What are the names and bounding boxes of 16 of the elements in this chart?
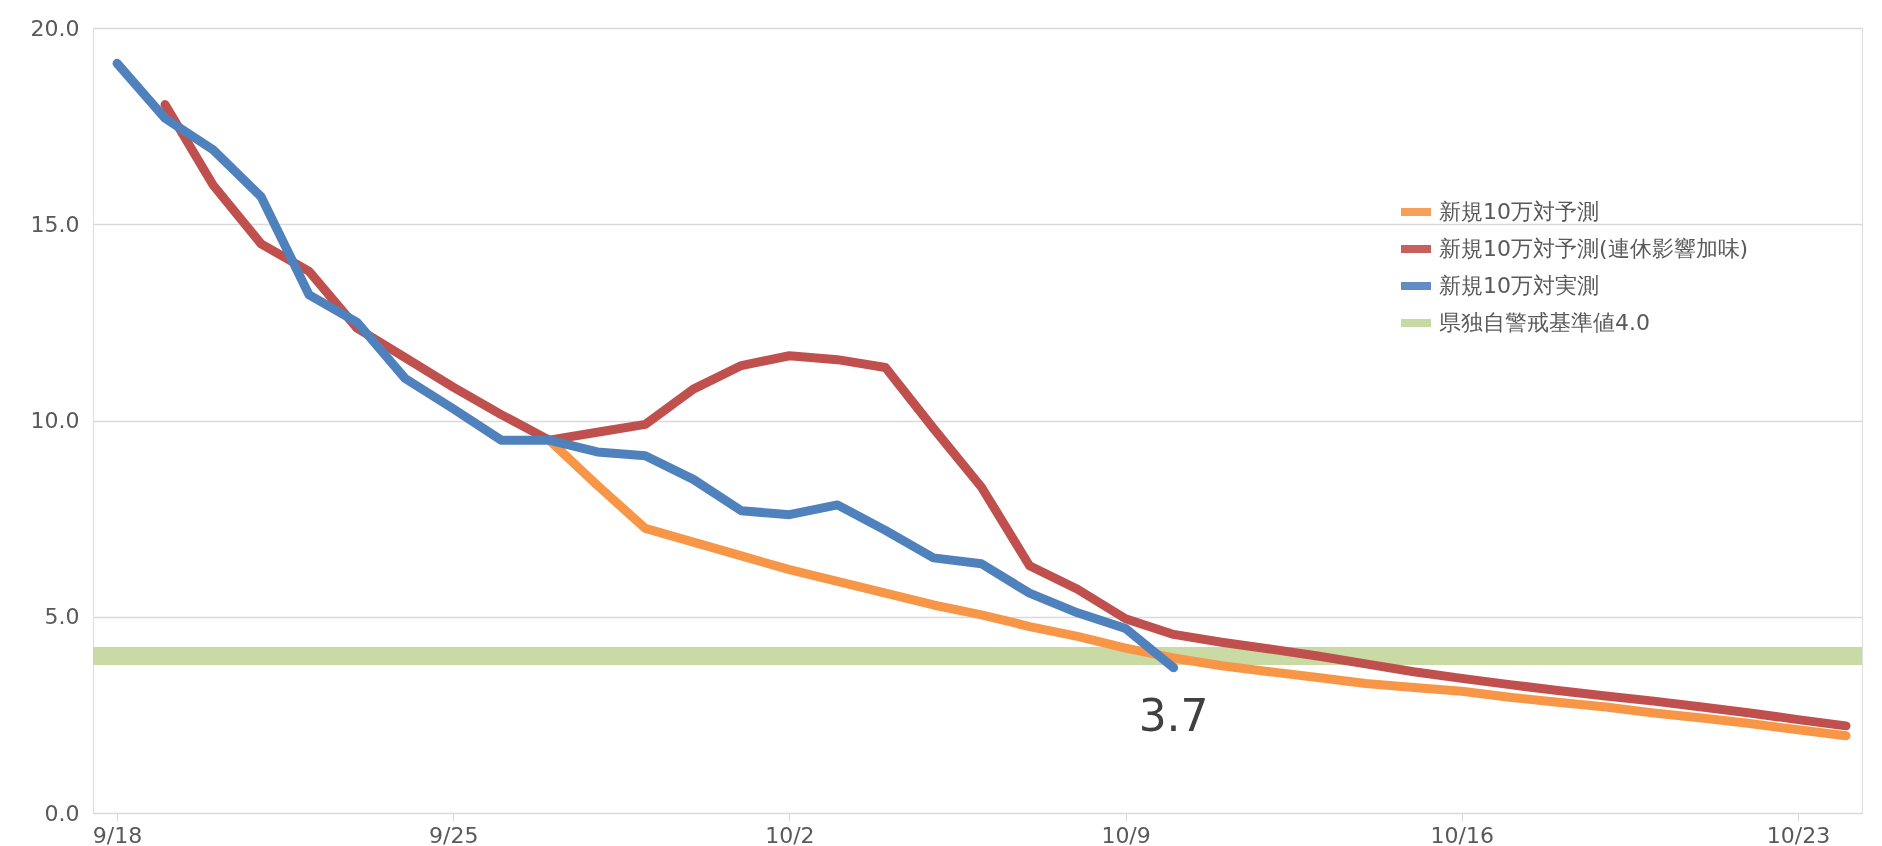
x-tick-label: 10/9 bbox=[1101, 822, 1151, 846]
x-tick-label: 10/23 bbox=[1766, 822, 1831, 846]
x-tick-label: 9/25 bbox=[429, 822, 479, 846]
y-tick-label: 5.0 bbox=[44, 604, 80, 630]
y-tick-label: 15.0 bbox=[30, 211, 80, 237]
y-tick-label: 0.0 bbox=[44, 800, 80, 826]
legend-label: 新規10万対実測 bbox=[1439, 273, 1599, 298]
legend-label: 県独自警戒基準値4.0 bbox=[1439, 310, 1650, 335]
x-tick-label: 10/2 bbox=[765, 822, 815, 846]
data-label: 3.7 bbox=[1138, 689, 1209, 741]
legend-label: 新規10万対予測 bbox=[1439, 199, 1599, 224]
x-tick-label: 10/16 bbox=[1430, 822, 1494, 846]
y-tick-label: 20.0 bbox=[30, 15, 80, 41]
x-tick-label: 9/18 bbox=[92, 822, 143, 846]
y-tick-label: 10.0 bbox=[30, 408, 80, 433]
legend-label: 新規10万対予測(連休影響加味) bbox=[1439, 236, 1749, 261]
